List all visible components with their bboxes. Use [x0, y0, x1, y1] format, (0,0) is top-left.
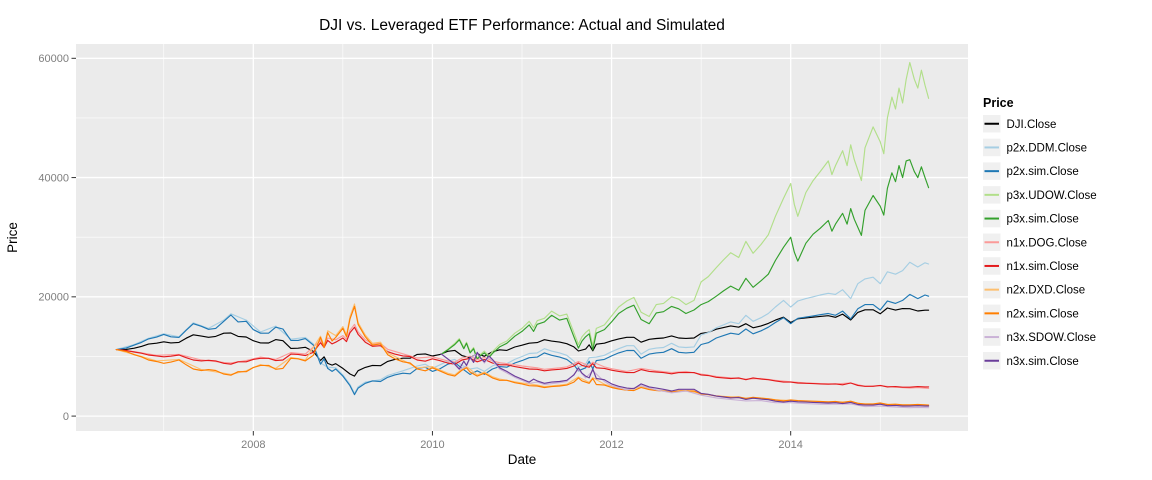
- chart-title: DJI vs. Leveraged ETF Performance: Actua…: [319, 17, 725, 34]
- x-tick-label: 2010: [420, 439, 444, 451]
- y-tick-label: 20000: [38, 292, 69, 304]
- legend-entry: n2x.sim.Close: [983, 304, 1079, 323]
- legend-entry: n2x.DXD.Close: [983, 280, 1086, 299]
- legend: Price DJI.Close p2x.DDM.Close p2x.sim.Clos…: [983, 96, 1097, 370]
- series-line-p3x.sim.Close: [440, 159, 930, 360]
- x-axis-title: Date: [508, 452, 537, 467]
- series-line-DJI.Close: [115, 307, 930, 377]
- legend-entries: DJI.Close p2x.DDM.Close p2x.sim.Close p3x.U…: [983, 115, 1097, 370]
- series-line-p2x.sim.Close: [115, 293, 930, 396]
- legend-entry: p3x.sim.Close: [983, 209, 1079, 228]
- data-series-lines: [115, 61, 930, 409]
- legend-label: p3x.UDOW.Close: [1007, 190, 1097, 202]
- legend-entry: p2x.sim.Close: [983, 162, 1079, 180]
- y-tick-label: 0: [63, 411, 69, 423]
- legend-label: n3x.SDOW.Close: [1007, 332, 1096, 344]
- x-axis-tick-labels: 2008 2010 2012 2014: [241, 439, 803, 451]
- series-line-n3x.sim.Close: [440, 351, 930, 407]
- legend-entry: p3x.UDOW.Close: [983, 186, 1097, 204]
- legend-label: DJI.Close: [1007, 119, 1057, 131]
- legend-label: n2x.sim.Close: [1007, 308, 1079, 320]
- legend-title: Price: [983, 96, 1014, 110]
- legend-entry: n3x.SDOW.Close: [983, 328, 1096, 346]
- x-tick-label: 2014: [778, 439, 802, 451]
- legend-entry: n1x.DOG.Close: [983, 233, 1088, 251]
- series-line-n2x.sim.Close: [115, 305, 930, 406]
- series-line-p3x.UDOW.Close: [440, 61, 930, 359]
- series-line-n3x.SDOW.Close: [440, 352, 930, 409]
- legend-label: n2x.DXD.Close: [1007, 285, 1086, 297]
- legend-label: p3x.sim.Close: [1007, 214, 1079, 226]
- legend-entry: n3x.sim.Close: [983, 352, 1079, 370]
- x-tick-label: 2012: [599, 439, 623, 451]
- x-tick-label: 2008: [241, 439, 265, 451]
- y-tick-label: 40000: [38, 172, 69, 184]
- axis-tick-marks: [71, 57, 792, 436]
- legend-label: n1x.sim.Close: [1007, 261, 1079, 273]
- legend-entry: p2x.DDM.Close: [983, 138, 1088, 157]
- y-axis-tick-labels: 0 20000 40000 60000: [38, 53, 69, 423]
- legend-label: p2x.DDM.Close: [1007, 142, 1088, 154]
- series-line-n1x.sim.Close: [115, 326, 930, 388]
- y-axis-title: Price: [5, 222, 20, 253]
- legend-entry: DJI.Close: [983, 115, 1056, 133]
- legend-label: n1x.DOG.Close: [1007, 237, 1088, 249]
- legend-label: n3x.sim.Close: [1007, 356, 1079, 368]
- y-tick-label: 60000: [38, 53, 69, 65]
- legend-label: p2x.sim.Close: [1007, 166, 1079, 178]
- legend-entry: n1x.sim.Close: [983, 257, 1079, 275]
